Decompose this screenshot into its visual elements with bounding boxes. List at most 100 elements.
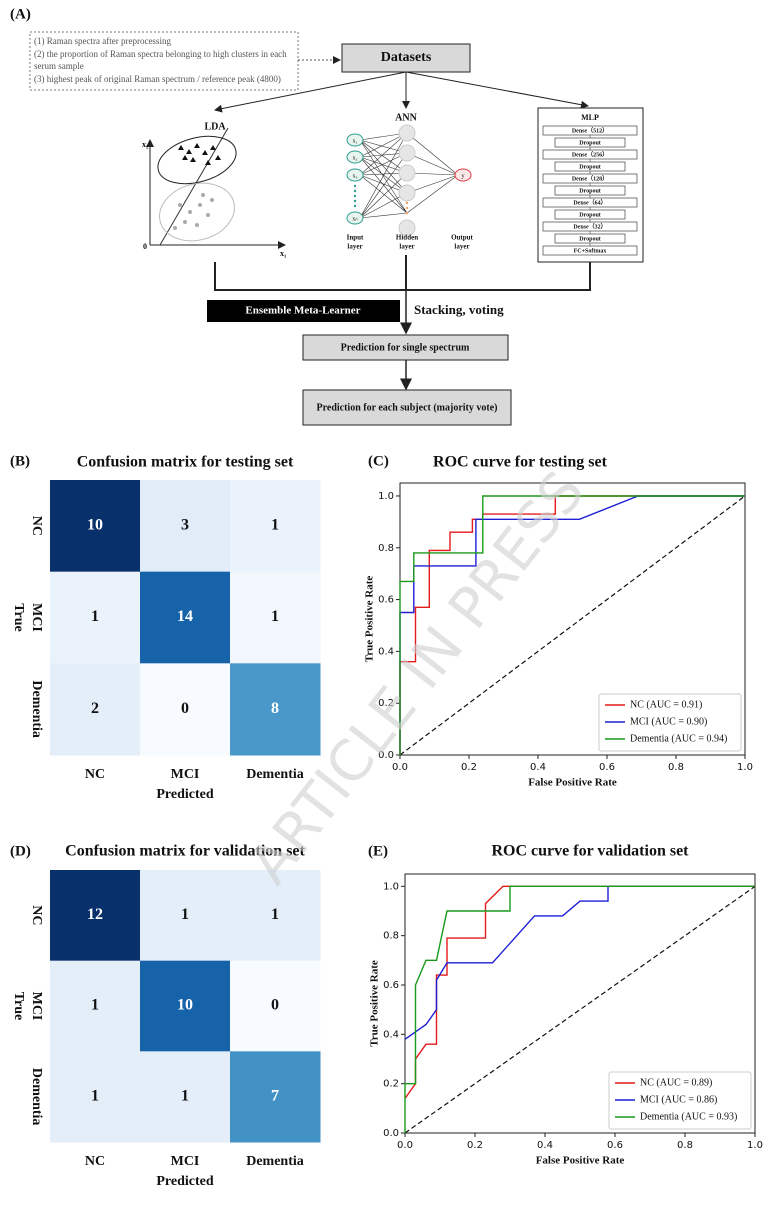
subject-box bbox=[302, 389, 512, 426]
cluster bbox=[157, 135, 237, 185]
cell-value: 2 bbox=[91, 700, 99, 717]
connectors bbox=[214, 255, 591, 291]
cell bbox=[50, 960, 141, 1052]
class-a bbox=[178, 143, 221, 165]
plot-frame bbox=[404, 873, 756, 1134]
cell bbox=[140, 571, 231, 664]
note: (1) Raman spectra after preprocessing bbox=[34, 36, 171, 46]
cell bbox=[140, 960, 231, 1052]
mlp-title: MLP bbox=[581, 113, 599, 122]
y-tick-label: Dementia bbox=[29, 680, 44, 738]
axis-label: 0 bbox=[143, 242, 147, 251]
mlp-layer: Dropout bbox=[579, 140, 601, 146]
x-axis-label: Predicted bbox=[156, 1174, 213, 1189]
axis-label: x₂ bbox=[142, 140, 149, 149]
cell bbox=[230, 1051, 321, 1143]
method: Stacking, voting bbox=[414, 302, 504, 317]
x-tick-label: 0.0 bbox=[397, 1140, 413, 1151]
input-nodes bbox=[346, 133, 364, 225]
cell-value: 10 bbox=[177, 997, 193, 1014]
cell bbox=[140, 870, 231, 962]
mlp-layer: Dropout bbox=[579, 236, 601, 242]
layer-label: Input bbox=[347, 234, 364, 242]
mlp-layers: Dense（512） Dropout Dense（256） Dropout Dense（… bbox=[542, 125, 638, 256]
node-label: xₙ bbox=[352, 216, 358, 222]
x-tick-label: 0.4 bbox=[530, 762, 546, 773]
lda-title: LDA bbox=[204, 121, 226, 132]
y-tick-label: 0.2 bbox=[378, 698, 394, 709]
mlp-layer: Dense（512） bbox=[572, 126, 608, 134]
x-tick-label: NC bbox=[85, 1154, 105, 1169]
y-axis-label: True Positive Rate bbox=[369, 960, 381, 1047]
cell bbox=[230, 571, 321, 664]
arrow bbox=[214, 71, 407, 113]
cell bbox=[230, 960, 321, 1052]
y-tick-label: 0.8 bbox=[383, 931, 399, 942]
panel-label: (A) bbox=[10, 6, 31, 22]
cell-value: 0 bbox=[181, 700, 189, 717]
note: (3) highest peak of original Raman spect… bbox=[34, 74, 281, 84]
ensemble-box bbox=[207, 300, 400, 322]
x-tick-label: 0.2 bbox=[467, 1140, 483, 1151]
ann-title: ANN bbox=[395, 112, 417, 123]
chart-title: Confusion matrix for validation set bbox=[65, 843, 305, 860]
legend-label: NC (AUC = 0.91) bbox=[630, 699, 702, 710]
ann-edges bbox=[359, 132, 459, 219]
cell bbox=[50, 870, 141, 962]
legend-box bbox=[608, 1071, 752, 1130]
legend-label: MCI (AUC = 0.90) bbox=[630, 716, 707, 727]
mlp-layer: Dense（256） bbox=[572, 150, 608, 158]
x-tick-label: 0.8 bbox=[668, 762, 684, 773]
cell-value: 8 bbox=[271, 700, 279, 717]
y-tick-label: 0.4 bbox=[383, 1029, 399, 1040]
ellipsis bbox=[405, 201, 409, 215]
x-tick-label: Dementia bbox=[246, 1154, 304, 1169]
mlp-layer: Dense（32） bbox=[573, 222, 606, 230]
y-tick-label: 0.6 bbox=[378, 595, 394, 606]
legend-label: Dementia (AUC = 0.94) bbox=[630, 733, 727, 744]
ensemble: Ensemble Meta-Learner bbox=[245, 305, 360, 317]
mlp-layer: Dropout bbox=[579, 188, 601, 194]
node-label: y bbox=[462, 173, 465, 179]
x-tick-label: 1.0 bbox=[747, 1140, 763, 1151]
x-tick-label: 0.4 bbox=[537, 1140, 553, 1151]
x-tick-label: NC bbox=[85, 767, 105, 782]
mlp-layer: Dense（64） bbox=[573, 198, 606, 206]
y-tick-label: NC bbox=[29, 516, 44, 536]
legend-box bbox=[598, 693, 742, 752]
y-tick-label: 1.0 bbox=[383, 881, 399, 892]
layer-label: Output bbox=[451, 234, 473, 242]
cell bbox=[140, 663, 231, 756]
legend-label: Dementia (AUC = 0.93) bbox=[640, 1111, 737, 1122]
axis-label: x₁ bbox=[280, 249, 287, 258]
x-tick-label: MCI bbox=[171, 767, 200, 782]
y-tick-label: NC bbox=[29, 905, 44, 925]
notes-box bbox=[29, 31, 299, 91]
cell-value: 0 bbox=[271, 997, 279, 1014]
x-axis-label: False Positive Rate bbox=[536, 1155, 625, 1167]
cell-value: 14 bbox=[177, 608, 193, 625]
panel-label: (D) bbox=[10, 843, 31, 859]
legend-label: MCI (AUC = 0.86) bbox=[640, 1094, 717, 1105]
mlp-layer: Dense（128） bbox=[572, 174, 608, 182]
class-b bbox=[173, 193, 214, 230]
x-tick-label: 0.8 bbox=[677, 1140, 693, 1151]
cell bbox=[230, 480, 321, 573]
y-axis-label: True bbox=[11, 603, 26, 632]
cell bbox=[50, 571, 141, 664]
note: serum sample bbox=[34, 61, 84, 71]
layer-label: layer bbox=[347, 243, 362, 251]
x-tick-label: 0.6 bbox=[599, 762, 615, 773]
cell-value: 1 bbox=[271, 906, 279, 923]
cell bbox=[50, 480, 141, 573]
chart-title: ROC curve for testing set bbox=[433, 454, 608, 471]
cell-value: 3 bbox=[181, 517, 189, 534]
cell-value: 1 bbox=[181, 906, 189, 923]
hidden-nodes bbox=[398, 124, 416, 237]
y-tick-label: 0.0 bbox=[383, 1128, 399, 1139]
cell-value: 1 bbox=[91, 1087, 99, 1104]
panel-label: (C) bbox=[368, 453, 389, 469]
layer-label: Hidden bbox=[396, 234, 418, 242]
